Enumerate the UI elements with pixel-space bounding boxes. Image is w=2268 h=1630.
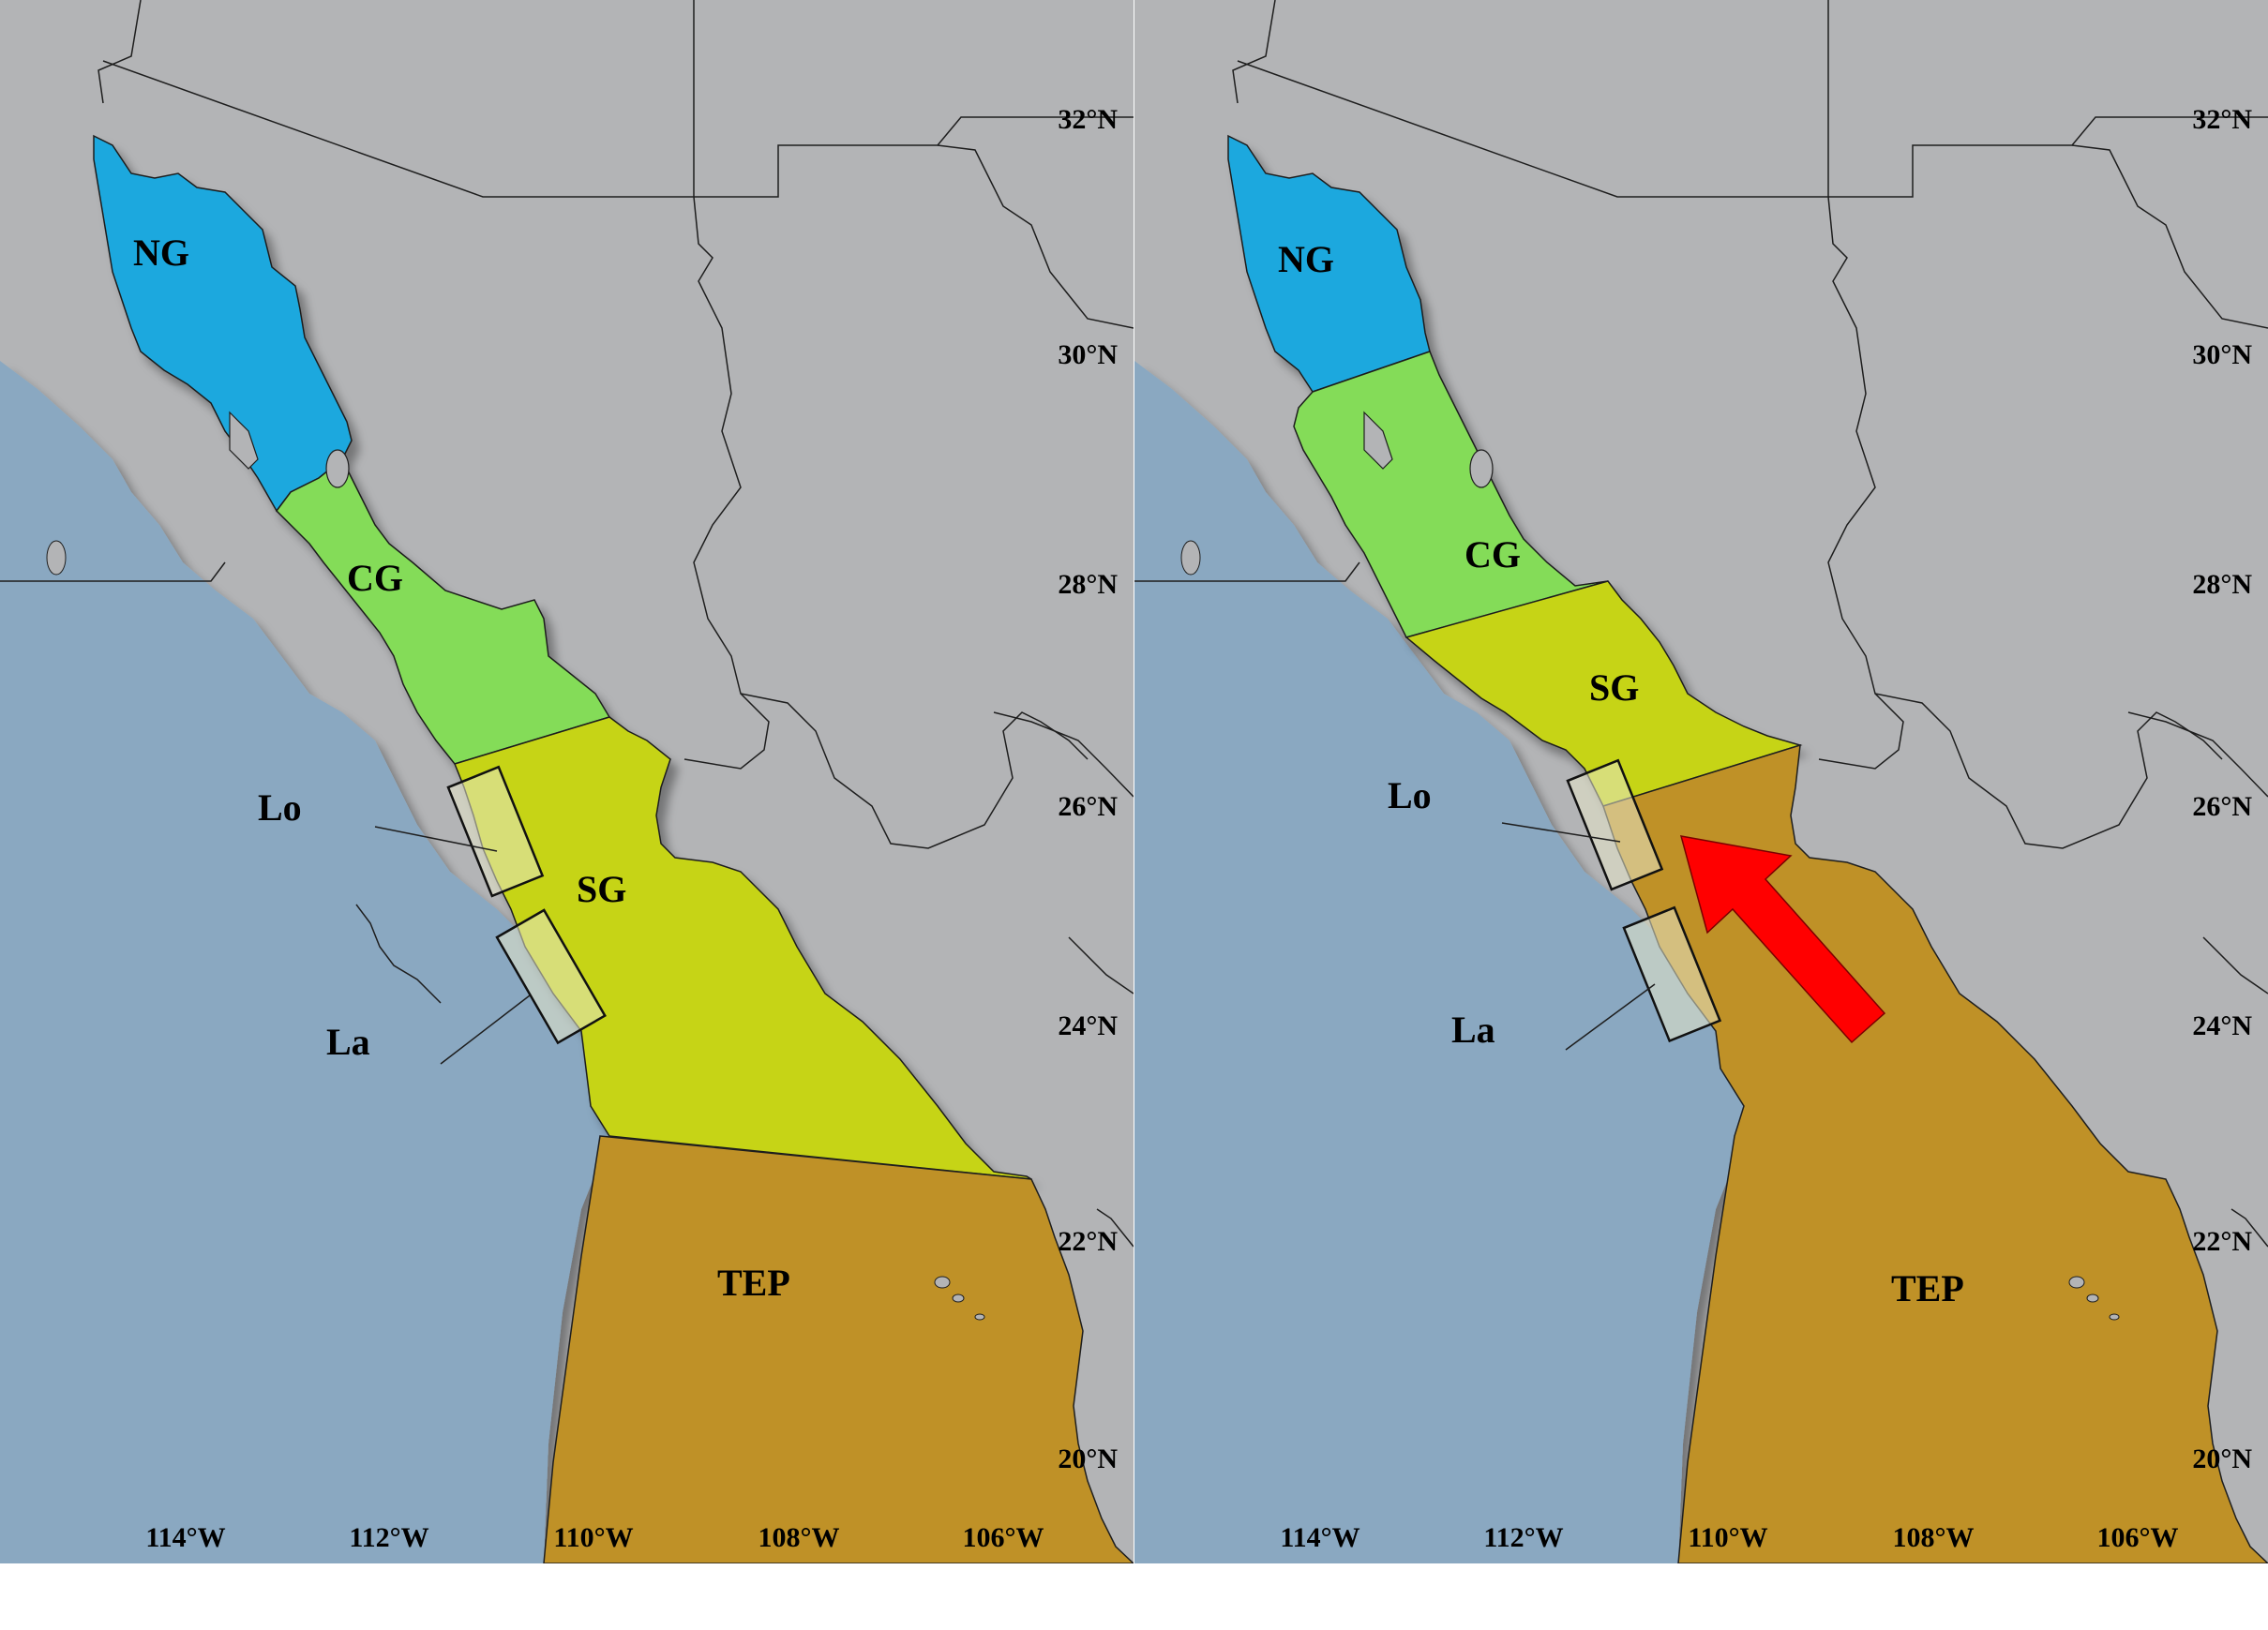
magdalena-coast	[355, 904, 442, 1004]
region-ng	[1227, 134, 1431, 393]
lon-label-106: 106°W	[2097, 1522, 2179, 1553]
map-panel-left: NG CG SG TEP Lo La 32°N 30°N 28°N 26°N 2…	[0, 0, 1134, 1563]
angel-de-la-guarda-island	[229, 411, 259, 470]
site-box-loreto	[374, 765, 545, 898]
lat-label-22: 22°N	[2192, 1226, 2252, 1257]
label-la: La	[1451, 1009, 1495, 1051]
site-box-loreto	[1501, 758, 1664, 891]
lon-label-114: 114°W	[145, 1522, 225, 1553]
label-tep: TEP	[717, 1262, 790, 1304]
tiburon-island	[325, 449, 350, 488]
label-ng: NG	[133, 232, 189, 274]
tiburon-island	[1469, 449, 1494, 488]
region-tep	[543, 1135, 1134, 1563]
lat-label-20: 20°N	[2192, 1443, 2252, 1474]
lon-label-112: 112°W	[1483, 1522, 1563, 1553]
label-cg: CG	[1464, 533, 1521, 576]
northwest-arrow-icon	[1679, 835, 1886, 1044]
tres-marias-island-2	[2086, 1294, 2099, 1303]
lon-label-108: 108°W	[759, 1522, 840, 1553]
tres-marias-island	[934, 1276, 951, 1289]
angel-de-la-guarda-island	[1363, 411, 1393, 470]
label-lo: Lo	[1388, 774, 1432, 816]
site-box-la-paz	[1565, 905, 1722, 1051]
longitude-labels: 114°W 112°W 110°W 108°W 106°W	[145, 1522, 1044, 1553]
lat-label-24: 24°N	[1058, 1010, 1118, 1041]
label-la: La	[326, 1021, 370, 1063]
lat-label-28: 28°N	[2192, 569, 2252, 600]
map-panel-right: NG CG SG TEP Lo La 32°N 30°N 28°N 26°N 2…	[1134, 0, 2268, 1563]
lat-label-22: 22°N	[1058, 1226, 1118, 1257]
lon-label-114: 114°W	[1280, 1522, 1359, 1553]
region-cg	[276, 457, 611, 765]
lon-label-108: 108°W	[1893, 1522, 1975, 1553]
label-ng: NG	[1278, 238, 1334, 280]
tres-marias-island	[2068, 1276, 2085, 1289]
label-lo: Lo	[258, 786, 302, 829]
longitude-labels: 114°W 112°W 110°W 108°W 106°W	[1280, 1522, 2178, 1553]
tres-marias-island-3	[974, 1313, 985, 1321]
lat-label-32: 32°N	[2192, 104, 2252, 135]
cedros-island	[1180, 540, 1201, 576]
political-borders	[0, 0, 1134, 1248]
lon-label-112: 112°W	[349, 1522, 428, 1553]
cedros-island	[46, 540, 67, 576]
label-tep: TEP	[1891, 1267, 1964, 1309]
map-left: NG CG SG TEP Lo La 32°N 30°N 28°N 26°N 2…	[0, 0, 1134, 1563]
latitude-labels: 32°N 30°N 28°N 26°N 24°N 22°N 20°N	[2192, 104, 2252, 1474]
lat-label-30: 30°N	[2192, 339, 2252, 370]
lat-label-26: 26°N	[1058, 791, 1118, 822]
tres-marias-island-3	[2109, 1313, 2120, 1321]
pacific-ocean	[0, 361, 619, 1563]
lat-label-26: 26°N	[2192, 791, 2252, 822]
site-box-la-paz	[440, 908, 607, 1065]
lat-label-20: 20°N	[1058, 1443, 1118, 1474]
lon-label-110: 110°W	[553, 1522, 633, 1553]
political-borders	[1134, 0, 2268, 1248]
lat-label-24: 24°N	[2192, 1010, 2252, 1041]
label-cg: CG	[347, 557, 403, 599]
lon-label-110: 110°W	[1688, 1522, 1767, 1553]
label-sg: SG	[1589, 666, 1639, 709]
lat-label-30: 30°N	[1058, 339, 1118, 370]
pacific-ocean	[1134, 361, 1753, 1563]
map-right: NG CG SG TEP Lo La 32°N 30°N 28°N 26°N 2…	[1134, 0, 2268, 1563]
label-sg: SG	[577, 868, 626, 910]
lat-label-32: 32°N	[1058, 104, 1118, 135]
lon-label-106: 106°W	[963, 1522, 1044, 1553]
tres-marias-island-2	[952, 1294, 965, 1303]
lat-label-28: 28°N	[1058, 569, 1118, 600]
latitude-labels: 32°N 30°N 28°N 26°N 24°N 22°N 20°N	[1058, 104, 1118, 1474]
